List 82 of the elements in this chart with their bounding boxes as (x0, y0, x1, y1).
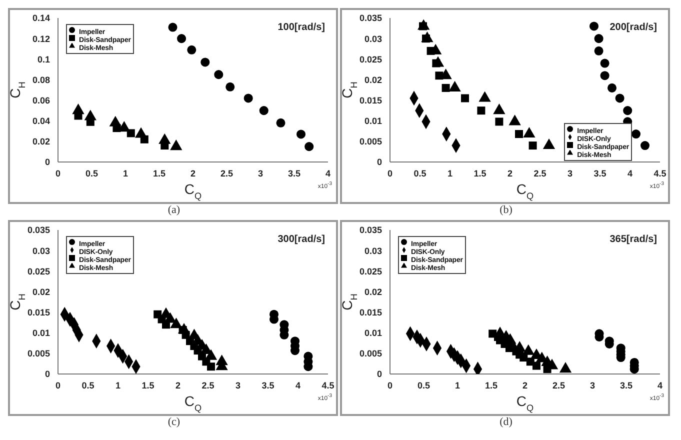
x-tick-label: 1 (122, 168, 128, 178)
chart-title: 200[rad/s] (610, 22, 657, 33)
x-tick-label: 0 (55, 168, 61, 178)
x-axis-title: C$_{Q}$ (516, 393, 534, 413)
x-tick-label: 4 (657, 380, 663, 390)
y-tick-label: 0 (44, 157, 50, 168)
x-tick-label: 0.5 (82, 380, 94, 390)
y-tick-label: 0.025 (27, 266, 50, 276)
x-tick-label: 3.5 (620, 380, 633, 390)
x-tick-label: 2.5 (220, 168, 234, 178)
x-tick-label: 3.5 (594, 168, 606, 178)
x-axis-title: C$_{Q}$ (516, 181, 534, 201)
y-tick-label: 0.015 (27, 307, 50, 318)
y-tick-label: 0.03 (32, 246, 50, 256)
y-tick-label: 0.06 (32, 95, 50, 106)
x-tick-label: 4 (627, 168, 633, 178)
text: (d) (498, 416, 514, 430)
y-tick-label: 0.02 (364, 286, 382, 297)
y-tick-label: 0 (376, 157, 382, 168)
y-tick-label: 0.025 (359, 266, 382, 276)
chart-title: 100[rad/s] (278, 22, 325, 33)
y-tick-label: 0.01 (364, 328, 382, 338)
y-tick-label: 0.015 (359, 95, 382, 106)
x-tick-label: 0 (387, 168, 393, 178)
x-tick-label: 3 (567, 168, 573, 178)
y-tick-label: 0.03 (364, 246, 382, 256)
x-tick-label: 2.5 (202, 380, 214, 390)
chart-title: 365[rad/s] (610, 234, 657, 245)
x-tick-label: 4.5 (654, 168, 666, 178)
y-tick-label: 0.04 (32, 116, 50, 126)
y-tick-label: 0.005 (27, 348, 50, 359)
chart-title: 300[rad/s] (278, 234, 325, 245)
x-axis-title: C$_{Q}$ (184, 181, 202, 201)
y-tick-label: 0 (44, 369, 50, 380)
x-tick-label: 3.5 (262, 380, 274, 390)
y-tick-label: 0.005 (359, 348, 382, 359)
x-tick-label: 0 (55, 380, 61, 390)
x-tick-label: 0.5 (85, 168, 98, 178)
x-tick-label: 3.5 (288, 168, 301, 178)
x-tick-label: 4 (325, 168, 331, 178)
x-tick-label: 1 (115, 380, 121, 390)
y-tick-label: 0.14 (32, 13, 50, 24)
y-tick-label: 0.02 (32, 286, 50, 297)
y-tick-label: 0.035 (359, 13, 382, 24)
x-axis-title: C$_{Q}$ (184, 393, 202, 413)
y-tick-label: 0.035 (27, 225, 50, 236)
x-tick-label: 4 (295, 380, 301, 390)
y-tick-label: 0.015 (359, 307, 382, 318)
y-tick-label: 0.005 (359, 136, 382, 147)
text: (b) (498, 204, 514, 218)
x-tick-label: 3 (590, 380, 596, 390)
x-tick-label: 0 (387, 380, 393, 390)
x-tick-label: 2 (175, 380, 181, 390)
x-tick-label: 2 (522, 380, 528, 390)
x-tick-label: 1.5 (484, 380, 498, 390)
x-tick-label: 4.5 (322, 380, 334, 390)
x-tick-label: 3 (235, 380, 241, 390)
x-tick-label: 1 (447, 168, 453, 178)
x-tick-label: 2.5 (552, 380, 566, 390)
x-tick-label: 2 (190, 168, 196, 178)
y-tick-label: 0.01 (364, 116, 382, 126)
x-tick-label: 0.5 (414, 168, 426, 178)
y-tick-label: 0.1 (37, 54, 50, 64)
x-tick-label: 2 (507, 168, 513, 178)
x-tick-label: 1.5 (474, 168, 486, 178)
x-tick-label: 3 (258, 168, 264, 178)
y-tick-label: 0.02 (364, 74, 382, 85)
y-tick-label: 0.02 (32, 136, 50, 147)
x-tick-label: 1 (454, 380, 460, 390)
y-tick-label: 0.01 (32, 328, 50, 338)
x-tick-label: 1.5 (152, 168, 166, 178)
text: (c) (166, 416, 182, 430)
text: (a) (166, 204, 182, 218)
y-tick-label: 0.025 (359, 54, 382, 64)
y-tick-label: 0.03 (364, 34, 382, 44)
y-tick-label: 0 (376, 369, 382, 380)
y-tick-label: 0.035 (359, 225, 382, 236)
y-tick-label: 0.12 (32, 34, 50, 44)
x-tick-label: 0.5 (417, 380, 430, 390)
y-tick-label: 0.08 (32, 74, 50, 85)
x-tick-label: 1.5 (142, 380, 154, 390)
x-tick-label: 2.5 (534, 168, 546, 178)
